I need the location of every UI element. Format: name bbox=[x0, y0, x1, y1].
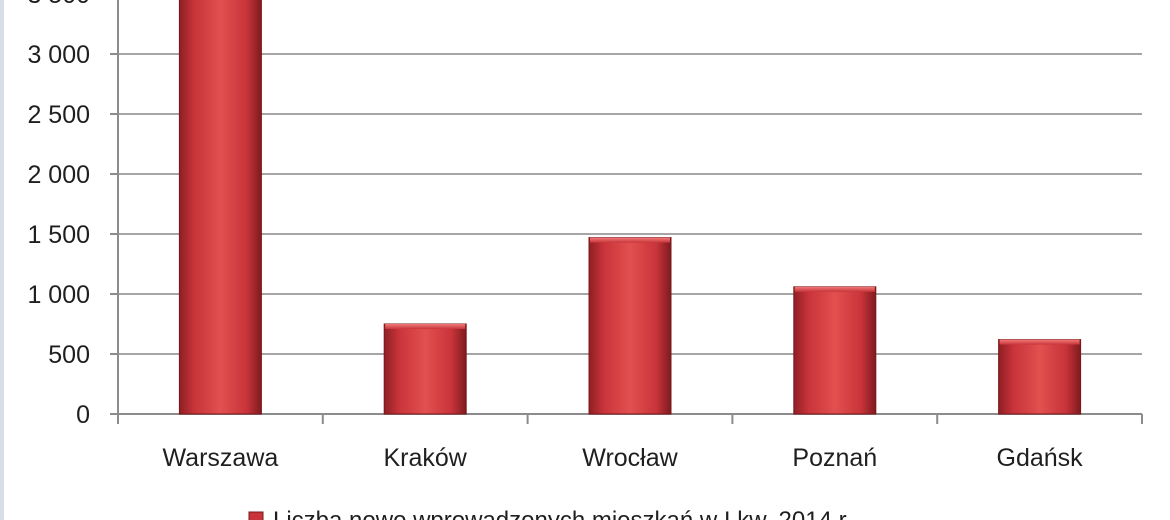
bar bbox=[793, 286, 877, 415]
bar-highlight bbox=[385, 324, 466, 329]
bar-highlight bbox=[999, 339, 1080, 345]
x-category-label: Kraków bbox=[384, 444, 468, 472]
bar-poznań bbox=[793, 286, 877, 415]
legend-label: Liczba nowo wprowadzonych mieszkań w I k… bbox=[273, 507, 852, 520]
gridlines bbox=[118, 53, 1142, 355]
bars bbox=[178, 0, 1082, 415]
x-category-label: Wrocław bbox=[582, 444, 678, 472]
bar-highlight bbox=[590, 237, 670, 243]
y-tick-label: 2 000 bbox=[27, 161, 90, 189]
labels: 0 500 1 000 1 500 2 000 2 500 3 000 3 500 Warsza… bbox=[27, 0, 1083, 472]
y-tick-label: 0 bbox=[76, 401, 90, 429]
bar-wrocław bbox=[588, 237, 672, 415]
y-tick-label: 1 500 bbox=[27, 221, 90, 249]
y-tick-label: 3 500 bbox=[27, 0, 90, 9]
y-tick-label: 1 000 bbox=[27, 281, 90, 309]
bar bbox=[178, 0, 262, 415]
left-border bbox=[0, 0, 4, 520]
y-tick-label: 2 500 bbox=[27, 101, 90, 129]
y-tick-label: 500 bbox=[48, 341, 90, 369]
bar-gdańsk bbox=[998, 339, 1082, 415]
bar-kraków bbox=[383, 323, 467, 415]
legend-swatch bbox=[248, 511, 264, 520]
x-category-label: Warszawa bbox=[163, 444, 279, 472]
bar-warszawa bbox=[178, 0, 262, 415]
bar-highlight bbox=[794, 286, 875, 292]
x-category-label: Gdańsk bbox=[997, 444, 1084, 472]
legend: Liczba nowo wprowadzonych mieszkań w I k… bbox=[248, 507, 852, 520]
bar bbox=[998, 339, 1082, 415]
bar bbox=[588, 237, 672, 415]
y-tick-label: 3 000 bbox=[27, 41, 90, 69]
x-category-label: Poznań bbox=[792, 444, 877, 472]
bar bbox=[383, 323, 467, 415]
